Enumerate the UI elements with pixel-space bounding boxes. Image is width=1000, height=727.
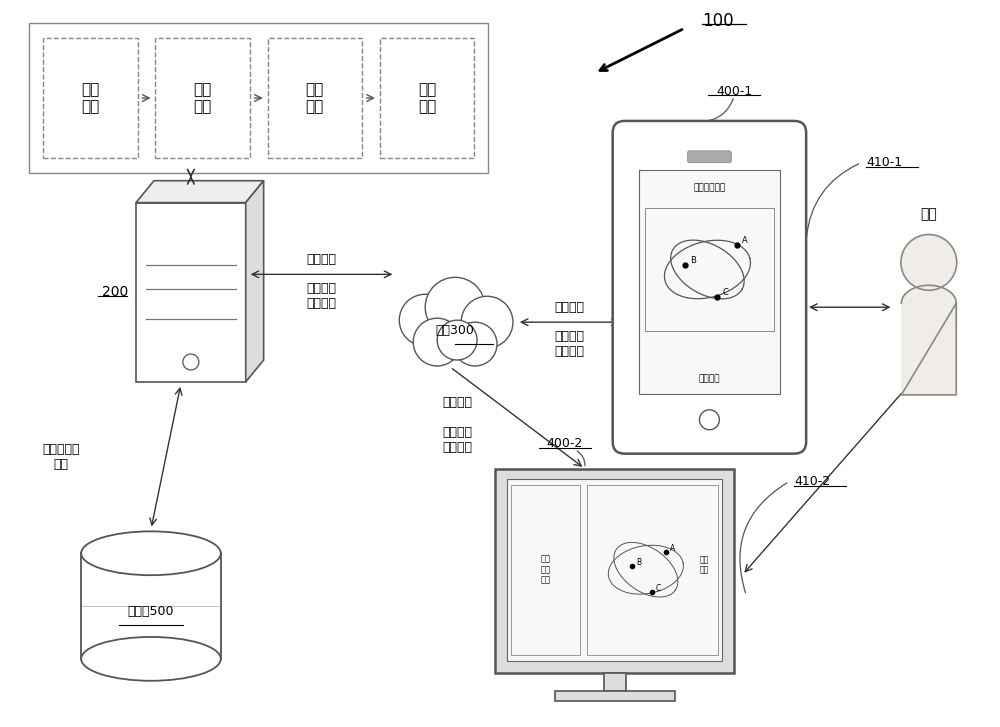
Circle shape xyxy=(399,294,451,346)
Circle shape xyxy=(437,320,477,360)
Text: 410-1: 410-1 xyxy=(866,156,902,169)
Ellipse shape xyxy=(81,531,221,575)
Bar xyxy=(555,691,675,701)
Text: 触发指令: 触发指令 xyxy=(443,396,473,409)
Text: 触发指令: 触发指令 xyxy=(306,254,336,266)
Bar xyxy=(155,39,250,158)
Text: 电子
地图
界面: 电子 地图 界面 xyxy=(540,555,550,585)
Bar xyxy=(29,23,488,173)
Text: 100: 100 xyxy=(702,12,734,31)
Bar xyxy=(380,39,474,158)
Ellipse shape xyxy=(81,637,221,680)
Bar xyxy=(495,469,734,672)
Text: 410-2: 410-2 xyxy=(794,475,830,488)
Text: 电子地图界面: 电子地图界面 xyxy=(693,183,726,192)
Circle shape xyxy=(425,277,485,337)
Text: 地理元素的
信息: 地理元素的 信息 xyxy=(42,443,80,470)
Polygon shape xyxy=(246,181,264,382)
Bar xyxy=(397,322,515,354)
Bar xyxy=(587,484,718,655)
Bar xyxy=(81,553,221,659)
Text: 渲染后的
电子地图: 渲染后的 电子地图 xyxy=(555,330,585,358)
Text: 渲染后的
电子地图: 渲染后的 电子地图 xyxy=(306,282,336,310)
Circle shape xyxy=(453,322,497,366)
FancyBboxPatch shape xyxy=(613,121,806,454)
Text: 用户: 用户 xyxy=(920,208,937,222)
Bar xyxy=(507,478,722,661)
Text: 渲染
层级: 渲染 层级 xyxy=(193,82,212,114)
FancyBboxPatch shape xyxy=(687,150,731,163)
Text: 400-1: 400-1 xyxy=(716,84,752,97)
Circle shape xyxy=(901,235,957,290)
Circle shape xyxy=(461,297,513,348)
Text: 200: 200 xyxy=(102,285,128,300)
Text: 特征
向量: 特征 向量 xyxy=(81,82,100,114)
Text: 触发指令: 触发指令 xyxy=(555,301,585,314)
Polygon shape xyxy=(136,181,264,203)
Bar xyxy=(268,39,362,158)
Text: A: A xyxy=(742,236,748,244)
Text: 渲染后的
电子地图: 渲染后的 电子地图 xyxy=(443,426,473,454)
Text: 电子地图: 电子地图 xyxy=(699,374,720,383)
Text: 网络300: 网络300 xyxy=(436,324,475,337)
Text: 电子
地图: 电子 地图 xyxy=(700,555,709,574)
Text: B: B xyxy=(690,255,696,265)
Text: 数据库500: 数据库500 xyxy=(128,605,174,617)
Circle shape xyxy=(413,318,461,366)
Text: 渲染
权重: 渲染 权重 xyxy=(418,82,436,114)
Text: 渲染
评分: 渲染 评分 xyxy=(306,82,324,114)
Bar xyxy=(645,208,774,331)
Text: A: A xyxy=(670,544,675,553)
Bar xyxy=(511,484,580,655)
Bar xyxy=(43,39,138,158)
Text: B: B xyxy=(636,558,641,567)
Bar xyxy=(639,169,780,394)
Text: C: C xyxy=(722,289,728,297)
Text: C: C xyxy=(656,584,661,593)
Text: 400-2: 400-2 xyxy=(547,437,583,450)
Bar xyxy=(604,672,626,691)
Bar xyxy=(136,203,246,382)
